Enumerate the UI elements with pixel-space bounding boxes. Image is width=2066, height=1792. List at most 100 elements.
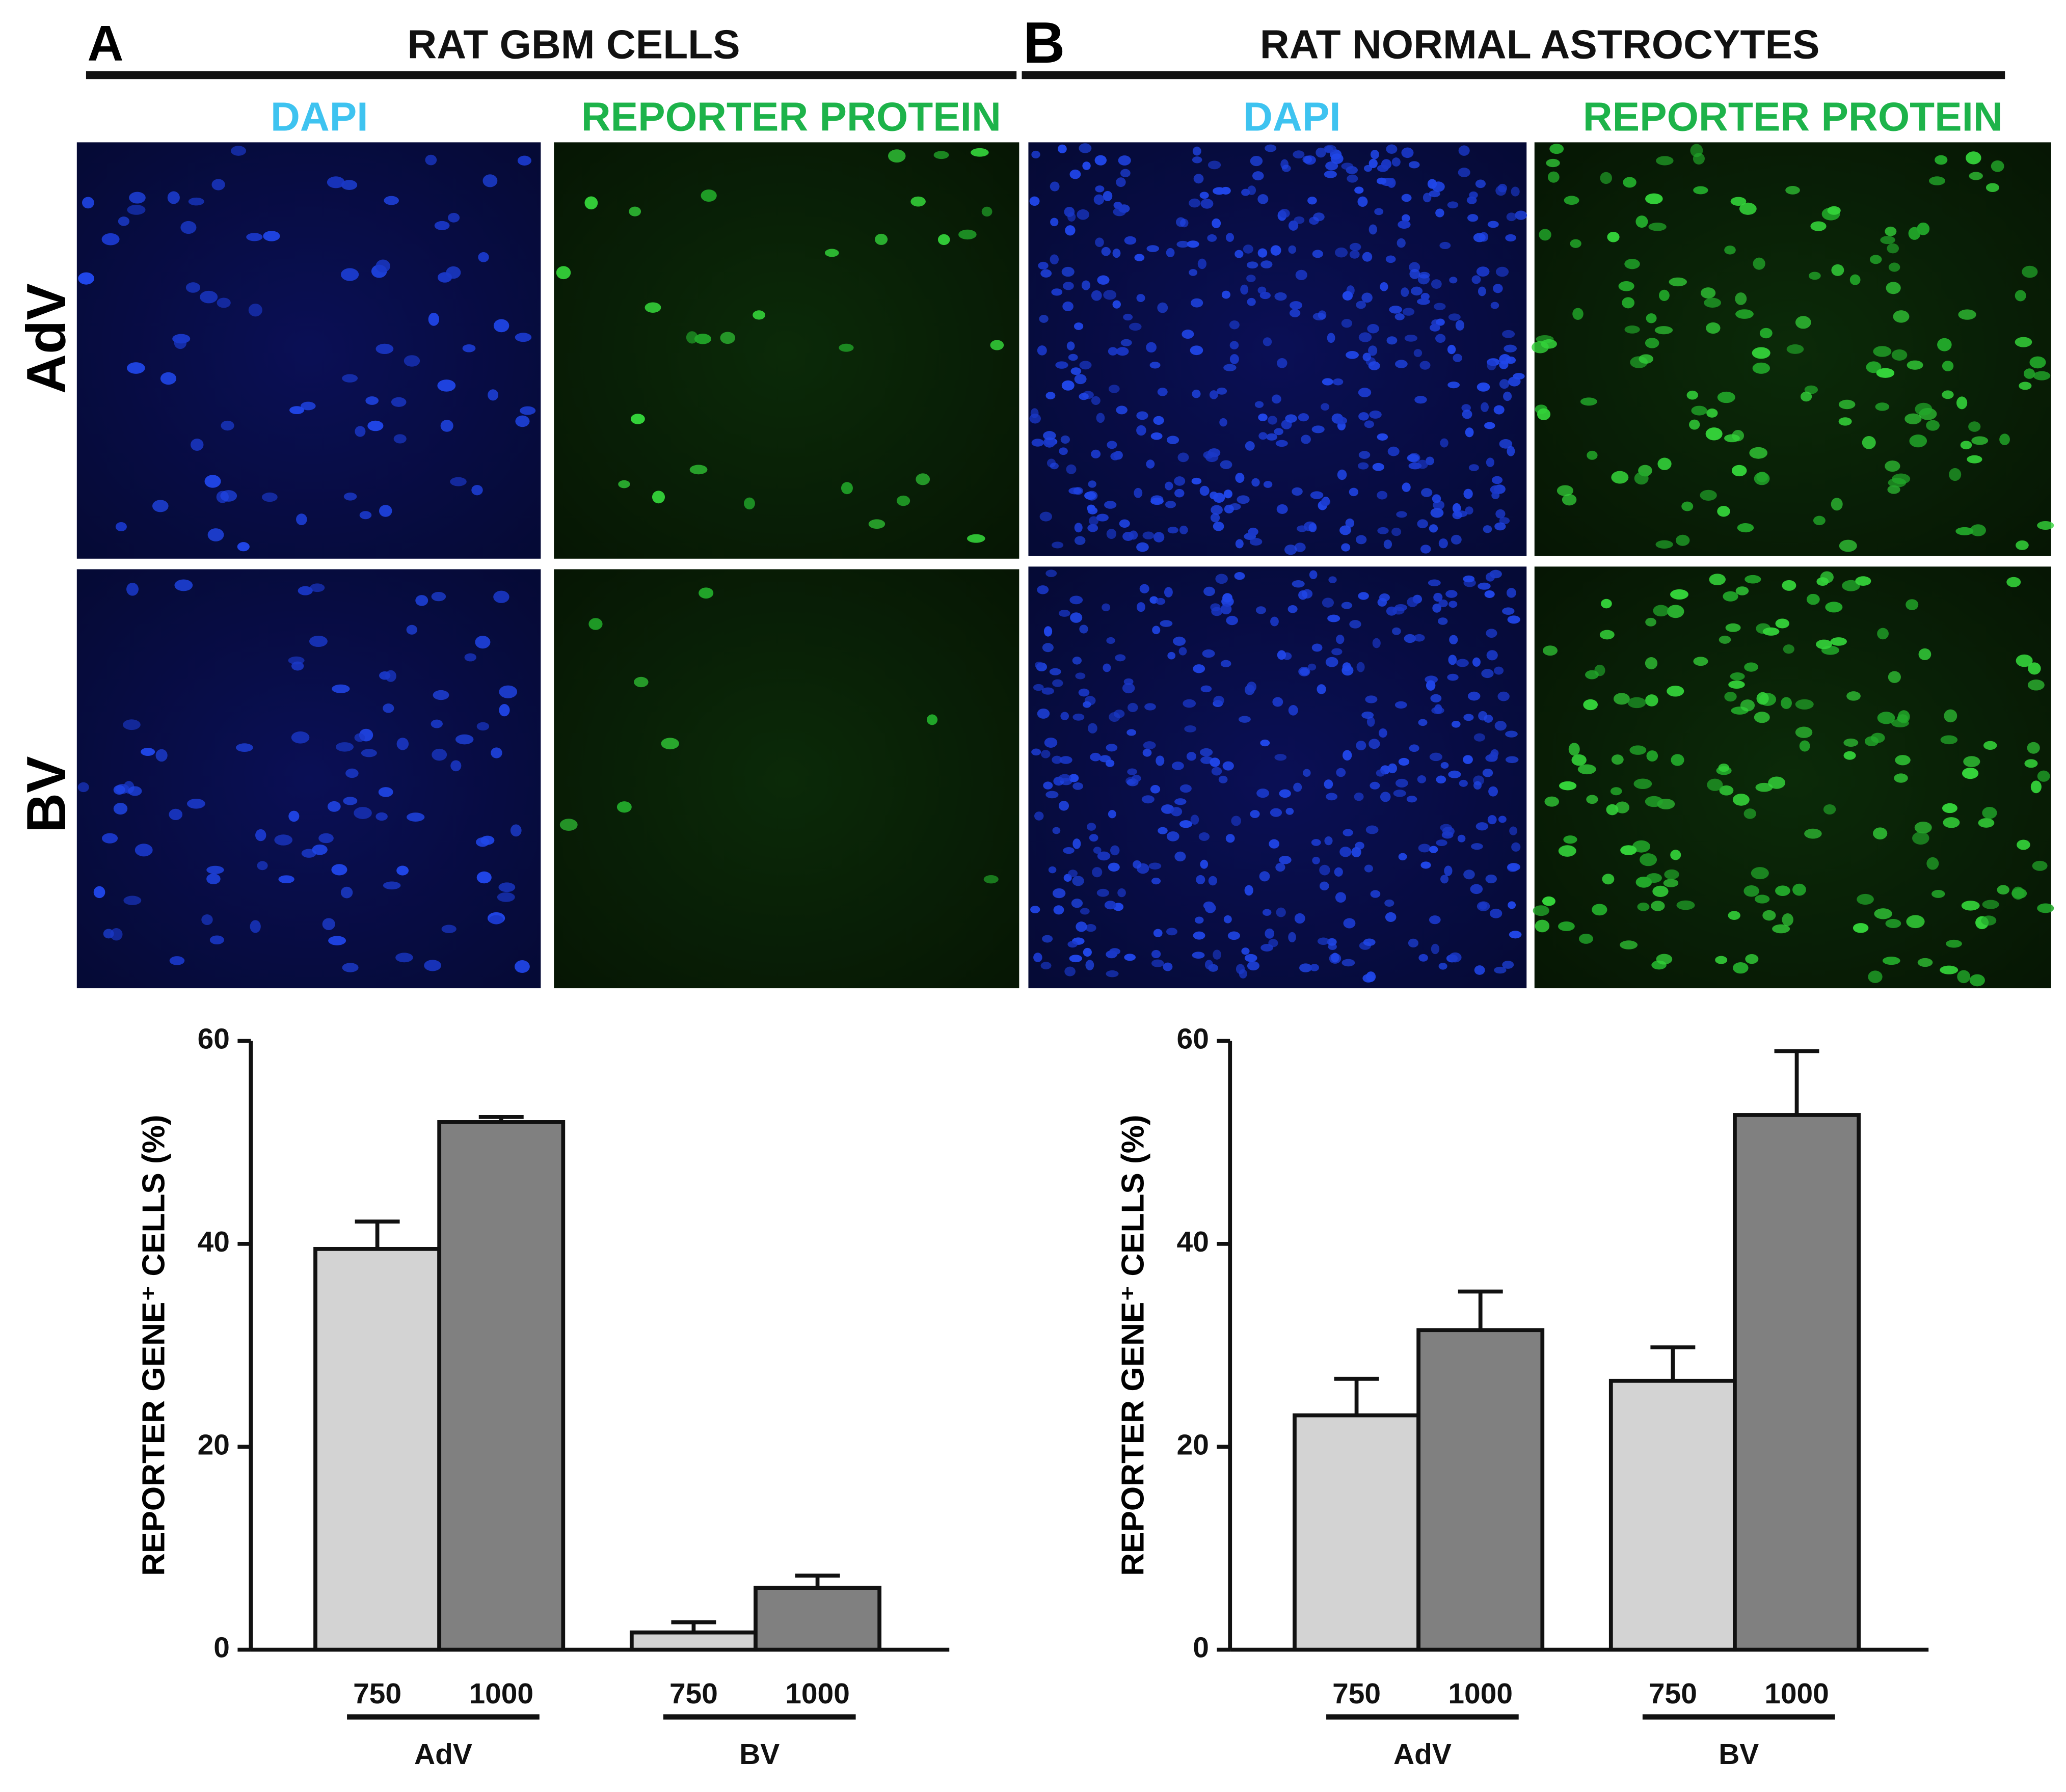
cell bbox=[1465, 427, 1474, 438]
group-rule bbox=[347, 1714, 540, 1720]
cell bbox=[1816, 639, 1832, 649]
cell bbox=[1106, 950, 1117, 959]
cell bbox=[1150, 432, 1163, 440]
cell bbox=[1211, 505, 1223, 515]
cell bbox=[1494, 966, 1507, 974]
cell bbox=[1982, 807, 1997, 819]
cell bbox=[248, 304, 262, 317]
cell bbox=[1745, 954, 1759, 964]
cell bbox=[1762, 910, 1776, 921]
cell bbox=[1477, 901, 1490, 911]
cell bbox=[1041, 687, 1054, 695]
cell bbox=[482, 174, 498, 187]
cell bbox=[404, 355, 420, 367]
cell bbox=[1106, 637, 1115, 644]
cell bbox=[475, 636, 491, 649]
cell bbox=[1394, 313, 1405, 320]
cell bbox=[1116, 405, 1128, 415]
cell bbox=[1356, 741, 1366, 751]
cell bbox=[1394, 701, 1407, 709]
cell bbox=[476, 871, 492, 884]
cell bbox=[1269, 839, 1280, 849]
cell bbox=[1783, 644, 1794, 654]
cell bbox=[1754, 712, 1770, 723]
cell bbox=[1756, 692, 1769, 705]
cell bbox=[1116, 347, 1129, 356]
cell bbox=[185, 282, 200, 293]
cell bbox=[1058, 801, 1069, 811]
cell bbox=[493, 319, 509, 333]
cell bbox=[437, 379, 456, 392]
cell bbox=[217, 297, 231, 308]
cell bbox=[1288, 932, 1296, 943]
cell bbox=[2030, 780, 2042, 794]
cell bbox=[1045, 392, 1056, 400]
cell bbox=[1907, 360, 1923, 370]
cell bbox=[1279, 856, 1292, 864]
cell bbox=[101, 833, 118, 844]
cell bbox=[1113, 207, 1126, 216]
cell bbox=[1087, 524, 1098, 532]
cell bbox=[1349, 620, 1361, 629]
cell bbox=[1247, 297, 1256, 306]
cell bbox=[343, 797, 358, 805]
cell bbox=[1707, 778, 1723, 791]
cell bbox=[1376, 177, 1387, 184]
cell bbox=[1737, 523, 1754, 533]
cell bbox=[1478, 711, 1488, 721]
cell bbox=[1482, 769, 1493, 777]
cell bbox=[1106, 529, 1117, 539]
cell bbox=[1387, 446, 1400, 456]
cell bbox=[1097, 851, 1111, 861]
cell bbox=[1632, 840, 1651, 853]
cell bbox=[1274, 754, 1287, 761]
cell bbox=[686, 331, 698, 344]
cell bbox=[1356, 535, 1367, 545]
cell bbox=[289, 406, 305, 415]
cell bbox=[1466, 196, 1477, 204]
cell bbox=[384, 196, 399, 205]
x-tick-label: 1000 bbox=[1764, 1677, 1829, 1710]
cell bbox=[1507, 615, 1520, 624]
cell bbox=[1064, 966, 1076, 976]
cell bbox=[1212, 218, 1221, 228]
cell bbox=[875, 233, 888, 245]
cell bbox=[1956, 396, 1968, 410]
cell bbox=[1586, 795, 1598, 804]
cell bbox=[1167, 651, 1176, 660]
cell bbox=[1191, 477, 1202, 485]
cell bbox=[1336, 768, 1346, 777]
cell bbox=[1463, 488, 1473, 499]
cell bbox=[515, 415, 530, 427]
cell bbox=[1418, 844, 1431, 853]
cell bbox=[1364, 420, 1374, 428]
cell bbox=[1362, 974, 1375, 983]
cell bbox=[1177, 452, 1189, 463]
cell bbox=[354, 807, 372, 819]
cell bbox=[1686, 390, 1698, 400]
cell bbox=[1292, 580, 1305, 588]
cell bbox=[1213, 949, 1221, 960]
cell bbox=[255, 829, 266, 841]
cell bbox=[1199, 748, 1213, 756]
cell bbox=[1097, 275, 1110, 285]
cell bbox=[375, 812, 388, 821]
cell bbox=[1166, 928, 1177, 936]
cell bbox=[1190, 814, 1199, 825]
cell bbox=[1370, 781, 1380, 790]
cell bbox=[1068, 870, 1078, 877]
cell bbox=[1369, 158, 1378, 169]
cell bbox=[1164, 587, 1173, 598]
cell bbox=[1730, 672, 1745, 681]
column-header: REPORTER PROTEIN bbox=[1583, 94, 2003, 140]
cell bbox=[1578, 933, 1593, 944]
cell bbox=[1193, 174, 1204, 184]
cell bbox=[2037, 903, 2054, 913]
cell bbox=[1262, 909, 1272, 916]
cell bbox=[1122, 683, 1135, 694]
cell bbox=[1759, 328, 1773, 339]
cell bbox=[1089, 516, 1099, 526]
cell bbox=[1263, 481, 1273, 488]
cell bbox=[1113, 710, 1125, 718]
cell bbox=[425, 154, 437, 166]
